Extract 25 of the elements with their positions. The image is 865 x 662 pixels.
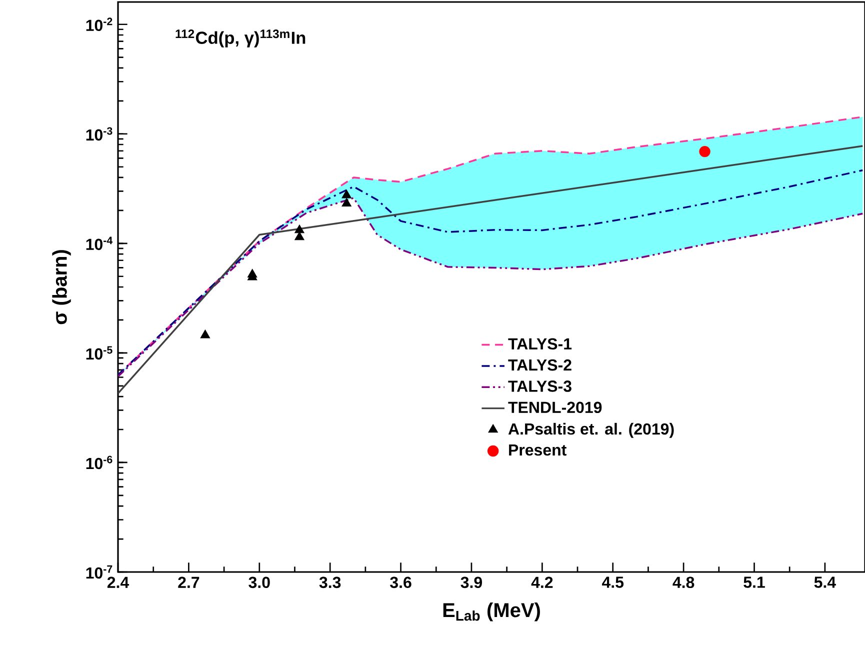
legend-label: TENDL-2019 [508,402,602,414]
y-tick-label: 10$^{-6}$ [86,456,112,470]
text: $^{112}$Cd(p, γ)$^{113m}$In [176,30,306,48]
x-tick-label: 3.6 [390,576,412,588]
x-tick-label: 3.3 [319,576,341,588]
y-tick-label: 10$^{-5}$ [86,346,112,360]
legend-label: A.Psaltis et. al. (2019) [508,422,674,438]
legend-label: TALYS-3 [508,380,572,392]
y-axis-title: σ (barn) [52,250,71,324]
x-tick-label: 4.2 [531,576,553,588]
legend-label: TALYS-1 [508,338,572,350]
x-tick-label: 4.5 [602,576,624,588]
x-tick-label: 5.1 [744,576,765,588]
x-tick-label: 2.7 [178,576,200,588]
x-axis-title: E$_{Lab}$ (MeV) [443,602,540,622]
legend-label: Present [509,444,566,456]
y-tick-label: 10$^{-4}$ [86,236,113,250]
y-tick-label: 10$^{-3}$ [86,127,112,141]
x-tick-label: 4.8 [672,576,694,588]
x-tick-label: 2.4 [107,576,130,588]
x-tick-label: 3.0 [248,576,270,588]
legend-label: TALYS-2 [508,359,572,371]
x-tick-label: 3.9 [460,576,482,588]
y-tick-label: 10$^{-2}$ [86,18,112,32]
x-tick-label: 5.4 [814,576,836,588]
